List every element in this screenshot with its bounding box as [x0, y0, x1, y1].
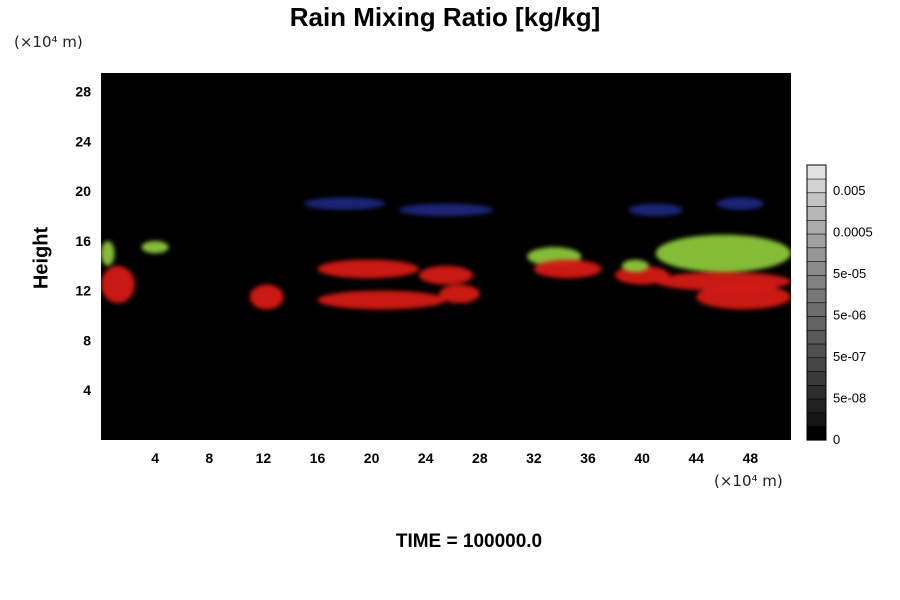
colorbar-swatch — [806, 178, 827, 194]
colorbar-swatch — [806, 205, 827, 221]
x-tick-label: 4 — [151, 450, 159, 466]
region-blue-18 — [716, 197, 764, 210]
y-tick-label: 16 — [75, 233, 91, 249]
region-blue-8 — [303, 197, 386, 210]
region-green-1 — [101, 240, 115, 266]
region-blue-17 — [628, 203, 683, 217]
colorbar-tick-label: 0 — [833, 432, 840, 447]
colorbar-frame — [806, 164, 827, 441]
x-tick-label: 48 — [743, 450, 759, 466]
x-tick-label: 40 — [634, 450, 650, 466]
y-axis-unit: (×10⁴ m) — [14, 33, 83, 51]
colorbar-swatch — [806, 315, 827, 331]
x-tick-label: 32 — [526, 450, 542, 466]
colorbar-swatch — [806, 219, 827, 235]
x-tick-label: 20 — [364, 450, 380, 466]
colorbar-swatch — [806, 343, 827, 359]
region-red-3 — [249, 284, 284, 310]
colorbar-swatch — [806, 233, 827, 249]
y-tick-label: 24 — [75, 133, 91, 149]
colorbar-swatch — [806, 425, 827, 441]
x-axis-unit: (×10⁴ m) — [714, 472, 783, 490]
colorbar — [806, 164, 827, 441]
region-red-11 — [533, 259, 602, 279]
chart-title: Rain Mixing Ratio [kg/kg] — [289, 2, 601, 32]
colorbar-tick-label: 0.0005 — [833, 225, 873, 240]
colorbar-swatch — [806, 274, 827, 290]
precip-regions — [101, 197, 791, 310]
y-tick-label: 4 — [83, 382, 91, 398]
colorbar-swatch — [806, 164, 827, 180]
y-tick-label: 20 — [75, 183, 91, 199]
region-green-2 — [141, 240, 169, 254]
colorbar-tick-label: 5e-06 — [833, 308, 866, 323]
colorbar-swatch — [806, 370, 827, 386]
colorbar-swatch — [806, 247, 827, 262]
x-tick-label: 28 — [472, 450, 488, 466]
region-green-13 — [621, 259, 649, 273]
x-tick-label: 8 — [205, 450, 213, 466]
colorbar-swatch — [806, 192, 827, 207]
y-tick-label: 8 — [83, 332, 91, 348]
region-red-4 — [317, 259, 419, 279]
y-tick-label: 28 — [75, 84, 91, 100]
y-ticks: 4 8 12 16 20 24 28 — [75, 84, 91, 399]
colorbar-swatch — [806, 384, 827, 400]
colorbar-ticks: 0.005 0.0005 5e-05 5e-06 5e-07 5e-08 0 — [833, 183, 873, 447]
region-green-14 — [655, 234, 791, 273]
colorbar-tick-label: 5e-05 — [833, 266, 866, 281]
colorbar-swatch — [806, 288, 827, 304]
colorbar-tick-label: 0.005 — [833, 183, 866, 198]
x-tick-label: 44 — [689, 450, 705, 466]
colorbar-tick-label: 5e-07 — [833, 349, 866, 364]
colorbar-swatch — [806, 398, 827, 414]
region-red-5 — [317, 290, 446, 310]
x-ticks: 4 8 12 16 20 24 28 32 36 40 44 48 — [151, 450, 758, 466]
time-label: TIME = 100000.0 — [395, 531, 543, 552]
region-red-16 — [696, 284, 791, 310]
colorbar-swatch — [806, 302, 827, 317]
region-red-0 — [101, 265, 135, 304]
x-tick-label: 16 — [310, 450, 326, 466]
colorbar-swatch — [806, 412, 827, 427]
x-tick-label: 12 — [256, 450, 272, 466]
colorbar-swatch — [806, 357, 827, 372]
x-tick-label: 24 — [418, 450, 434, 466]
region-blue-9 — [398, 203, 494, 217]
region-red-7 — [439, 284, 480, 304]
colorbar-swatch — [806, 260, 827, 276]
y-tick-label: 12 — [75, 283, 91, 299]
x-tick-label: 36 — [580, 450, 596, 466]
colorbar-swatch — [806, 329, 827, 345]
colorbar-tick-label: 5e-08 — [833, 391, 866, 406]
region-red-6 — [418, 265, 474, 285]
